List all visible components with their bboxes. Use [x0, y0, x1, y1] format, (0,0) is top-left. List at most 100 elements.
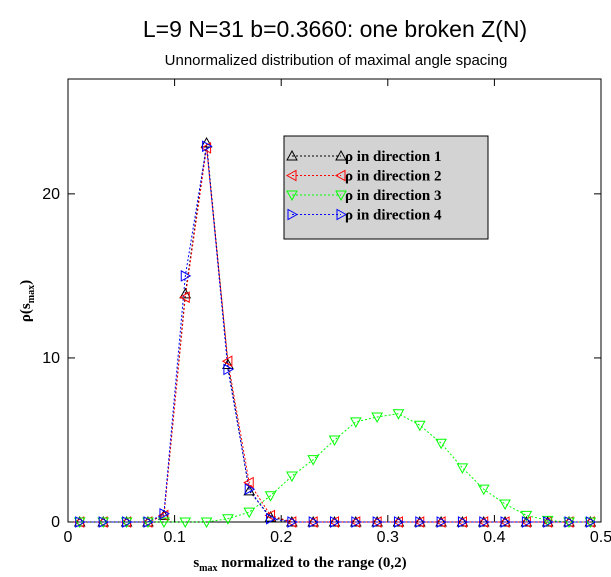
data-point — [200, 517, 213, 529]
data-point — [477, 484, 490, 496]
legend: ρ in direction 1 ρ in direction 2 ρ in dir… — [283, 135, 489, 240]
data-point — [120, 517, 133, 529]
data-point — [286, 471, 298, 483]
data-point — [221, 355, 233, 368]
data-point — [142, 517, 154, 529]
data-point — [456, 515, 469, 527]
data-point — [393, 516, 405, 528]
legend-box — [283, 135, 489, 240]
data-point — [371, 412, 383, 424]
data-point — [520, 510, 533, 522]
data-point — [457, 516, 469, 528]
data-point — [564, 516, 576, 528]
legend-marker — [286, 190, 298, 202]
data-point — [456, 463, 469, 474]
data-point — [264, 491, 277, 502]
data-point — [286, 515, 298, 527]
x-tick-label: 0.3 — [377, 529, 399, 546]
data-point — [499, 515, 511, 527]
data-point — [179, 517, 192, 529]
data-point — [328, 515, 341, 527]
data-point — [328, 435, 341, 446]
data-point — [392, 515, 405, 527]
x-tick-label: 0.1 — [163, 529, 185, 546]
data-point — [415, 516, 426, 528]
data-point — [97, 517, 110, 529]
chart-subtitle: Unnormalized distribution of maximal ang… — [165, 52, 508, 69]
data-point — [180, 270, 192, 282]
data-point — [264, 509, 276, 522]
data-point — [543, 516, 554, 528]
data-point — [308, 516, 320, 528]
legend-label-3: ρ in direction 3 — [345, 188, 442, 204]
data-point — [243, 507, 256, 519]
data-point — [200, 142, 212, 154]
y-axis-label: ρ(smax) — [18, 280, 37, 322]
data-point — [75, 516, 86, 528]
data-point — [351, 516, 362, 528]
chart-title: L=9 N=31 b=0.3660: one broken Z(N) — [143, 16, 527, 42]
data-point — [349, 515, 362, 527]
data-point — [307, 515, 320, 527]
data-point — [499, 499, 511, 510]
data-point — [266, 512, 277, 525]
data-point — [98, 516, 110, 528]
data-point — [244, 483, 256, 496]
data-point — [287, 516, 298, 528]
x-axis-label-sub: max — [199, 563, 217, 574]
legend-entries: ρ in direction 1 ρ in direction 2 ρ in dir… — [285, 149, 442, 224]
data-point — [158, 517, 170, 529]
x-axis-label: smax normalized to the range (0,2) — [193, 555, 406, 574]
data-point — [435, 438, 447, 450]
data-point — [584, 517, 597, 529]
x-tick-label: 0.5 — [590, 529, 611, 546]
y-tick-label: 20 — [42, 186, 60, 203]
data-point — [222, 514, 234, 525]
data-point — [243, 476, 254, 489]
data-point — [372, 516, 384, 528]
data-point — [179, 291, 190, 304]
legend-marker — [287, 208, 299, 221]
data-point — [392, 409, 405, 420]
data-point — [307, 455, 320, 466]
y-axis-label-sub: max — [26, 285, 37, 303]
axis-ticks — [67, 79, 602, 523]
x-tick-label: 0.4 — [483, 529, 505, 546]
x-tick-label: 0.2 — [270, 529, 292, 546]
legend-label-4: ρ in direction 4 — [345, 208, 442, 224]
data-point — [585, 516, 597, 528]
tick-labels: 0 0.1 0.2 0.3 0.4 0.5 0 10 20 — [42, 186, 611, 546]
y-tick-label: 0 — [51, 514, 60, 531]
data-point — [477, 515, 490, 527]
legend-marker — [285, 169, 297, 182]
data-point — [413, 420, 426, 432]
legend-label-2: ρ in direction 2 — [345, 169, 442, 185]
x-axis-label-rest: normalized to the range (0,2) — [218, 555, 407, 571]
legend-marker — [286, 149, 298, 161]
data-point — [223, 363, 234, 376]
data-point — [413, 515, 426, 527]
data-point — [371, 515, 383, 527]
data-point — [73, 517, 86, 529]
data-point — [435, 515, 447, 527]
series-markers — [73, 136, 597, 529]
series-line-2 — [79, 147, 591, 523]
data-point — [222, 358, 234, 369]
data-point — [349, 417, 362, 428]
legend-marker — [336, 208, 348, 221]
series-line-4 — [79, 146, 591, 523]
legend-marker — [334, 169, 346, 182]
data-point — [330, 516, 341, 528]
series-lines — [79, 142, 591, 523]
data-point — [122, 516, 133, 528]
data-point — [202, 140, 213, 153]
data-point — [520, 515, 533, 527]
data-point — [143, 516, 154, 528]
data-point — [521, 516, 533, 528]
y-axis-label-main: ρ(s — [18, 303, 34, 322]
x-axis-label-main: s — [193, 555, 199, 571]
data-point — [436, 516, 448, 528]
data-point — [563, 517, 575, 529]
legend-marker — [335, 190, 347, 202]
